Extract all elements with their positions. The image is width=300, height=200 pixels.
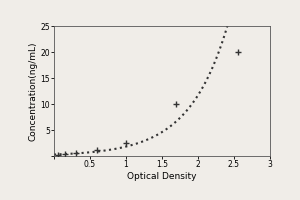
X-axis label: Optical Density: Optical Density (127, 172, 197, 181)
Y-axis label: Concentration(ng/mL): Concentration(ng/mL) (28, 41, 38, 141)
